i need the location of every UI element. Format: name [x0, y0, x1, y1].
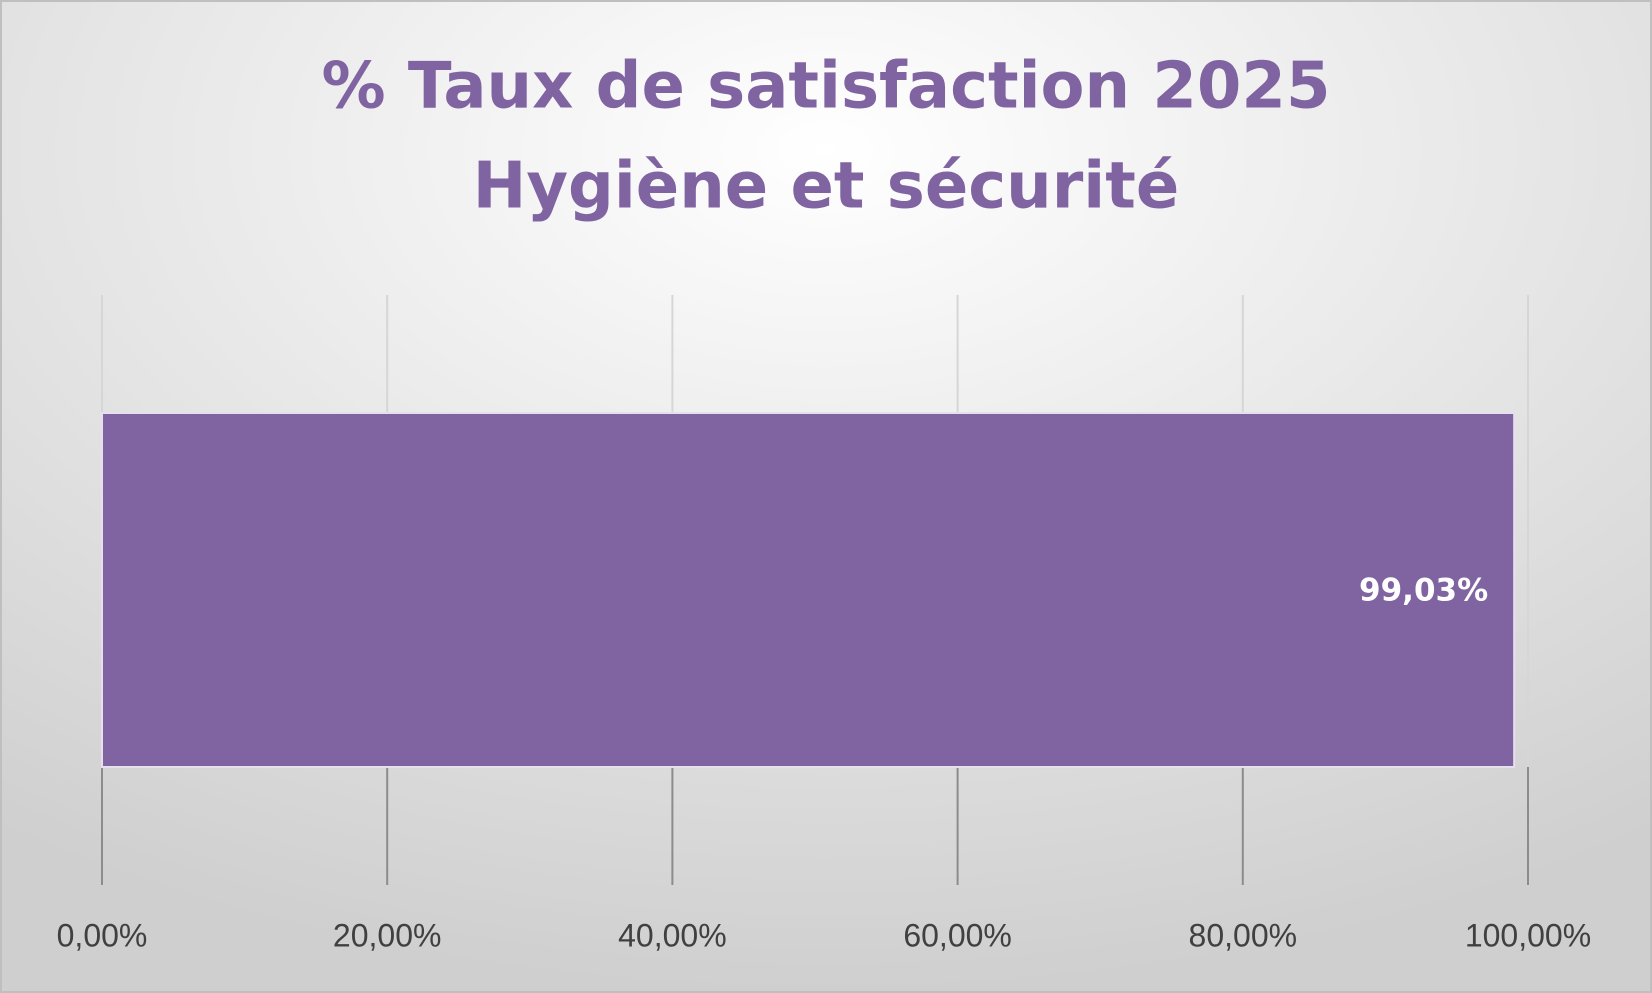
x-tick-label: 100,00%	[1465, 917, 1591, 953]
x-tick-label: 80,00%	[1189, 917, 1298, 953]
x-tick-label: 60,00%	[903, 917, 1012, 953]
x-tick-label: 40,00%	[618, 917, 727, 953]
chart-title: % Taux de satisfaction 2025	[322, 50, 1331, 124]
chart-title: Hygiène et sécurité	[473, 150, 1179, 224]
x-tick-label: 0,00%	[57, 917, 148, 953]
x-tick-label: 20,00%	[333, 917, 442, 953]
bar	[101, 412, 1516, 768]
data-label: 99,03%	[1359, 573, 1488, 609]
